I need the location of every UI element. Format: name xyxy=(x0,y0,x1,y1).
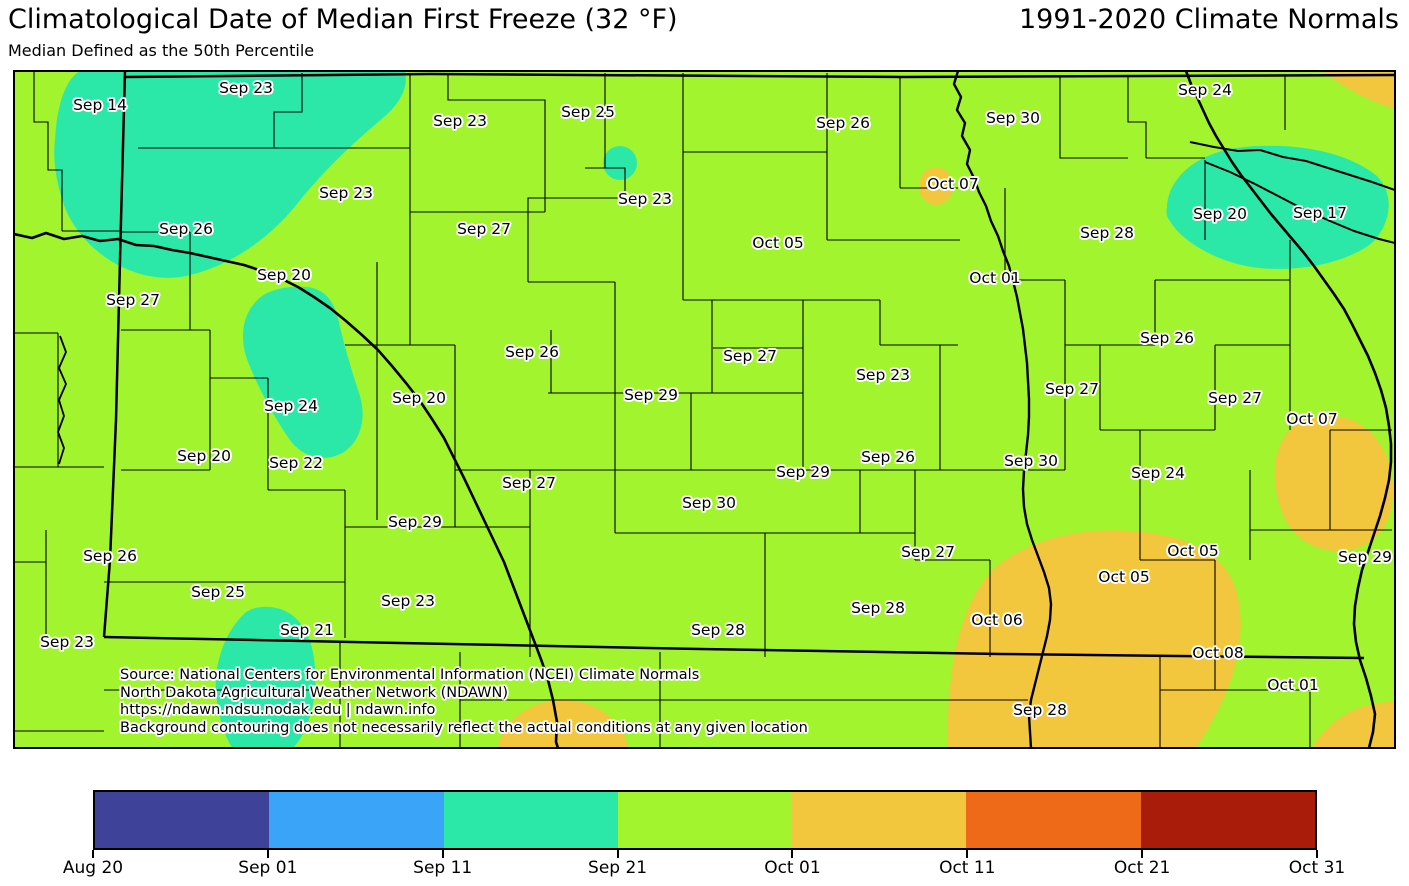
map-date-label: Sep 25 xyxy=(191,583,245,601)
map-date-label: Sep 14 xyxy=(73,96,127,114)
colorbar-segment xyxy=(617,792,793,848)
map-date-label: Sep 27 xyxy=(723,347,777,365)
colorbar-tick xyxy=(92,850,94,858)
map-date-label: Oct 06 xyxy=(971,611,1023,629)
colorbar-tick xyxy=(966,850,969,858)
colorbar-segment xyxy=(792,792,967,848)
map-date-label: Sep 26 xyxy=(1140,329,1194,347)
normals-title: 1991-2020 Climate Normals xyxy=(1019,4,1399,35)
map-date-label: Sep 20 xyxy=(1193,205,1247,223)
colorbar-tick xyxy=(791,850,794,858)
map-date-label: Sep 30 xyxy=(986,109,1040,127)
colorbar-tick-label: Sep 01 xyxy=(238,858,298,878)
missouri-river xyxy=(14,231,560,748)
colorbar-tick xyxy=(441,850,444,858)
map-date-label: Sep 23 xyxy=(219,79,273,97)
map-date-label: Sep 27 xyxy=(1208,389,1262,407)
map-source-text: Source: National Centers for Environment… xyxy=(120,667,808,737)
colorbar-segment xyxy=(1140,792,1315,848)
colorbar-tick xyxy=(1141,850,1144,858)
map-frame xyxy=(13,70,1396,749)
colorbar-segment xyxy=(95,792,270,848)
state-borders xyxy=(102,71,1395,660)
late-freeze-orange-contours xyxy=(497,71,1395,748)
page-title: Climatological Date of Median First Free… xyxy=(8,4,678,35)
colorbar-segment xyxy=(443,792,618,848)
map-date-label: Sep 27 xyxy=(106,291,160,309)
source-line: Background contouring does not necessari… xyxy=(120,719,808,736)
freeze-map xyxy=(13,70,1396,749)
map-date-label: Sep 27 xyxy=(901,543,955,561)
map-date-label: Oct 05 xyxy=(1098,568,1150,586)
source-line: https://ndawn.ndsu.nodak.edu | ndawn.inf… xyxy=(120,702,436,719)
map-date-label: Sep 23 xyxy=(40,633,94,651)
colorbar-tick-label: Oct 01 xyxy=(764,858,821,878)
map-date-label: Sep 23 xyxy=(618,190,672,208)
page-subtitle: Median Defined as the 50th Percentile xyxy=(8,41,315,60)
map-date-label: Sep 26 xyxy=(816,114,870,132)
park-river xyxy=(1204,161,1395,244)
map-date-label: Sep 27 xyxy=(1045,380,1099,398)
map-date-label: Sep 26 xyxy=(861,448,915,466)
map-label-layer: Sep 14 Sep 23 Sep 23 Sep 25 Sep 26 Sep 30 Sep … xyxy=(40,79,1392,719)
colorbar-segment xyxy=(966,792,1141,848)
map-date-label: Sep 27 xyxy=(457,220,511,238)
map-date-label: Sep 28 xyxy=(851,599,905,617)
map-date-label: Sep 24 xyxy=(1131,464,1185,482)
map-date-label: Sep 23 xyxy=(319,184,373,202)
map-date-label: Sep 30 xyxy=(1004,452,1058,470)
colorbar-tick xyxy=(616,850,619,858)
map-date-label: Sep 23 xyxy=(856,366,910,384)
map-date-label: Oct 07 xyxy=(927,175,979,193)
map-date-label: Sep 28 xyxy=(1080,224,1134,242)
colorbar-tick-label: Oct 31 xyxy=(1288,858,1346,878)
map-date-label: Oct 01 xyxy=(969,269,1021,287)
map-date-label: Oct 01 xyxy=(1267,676,1319,694)
map-date-label: Sep 28 xyxy=(1013,701,1067,719)
source-line: Source: National Centers for Environment… xyxy=(120,667,700,683)
map-date-label: Oct 05 xyxy=(752,234,804,252)
map-date-label: Sep 26 xyxy=(83,547,137,565)
colorbar-tick-label: Aug 20 xyxy=(62,858,124,878)
colorbar-tick xyxy=(1316,850,1318,858)
map-date-label: Oct 05 xyxy=(1167,542,1219,560)
map-date-label: Sep 23 xyxy=(433,112,487,130)
map-date-label: Oct 08 xyxy=(1192,644,1244,662)
map-date-label: Sep 25 xyxy=(561,103,615,121)
map-date-label: Sep 20 xyxy=(257,266,311,284)
map-date-label: Sep 26 xyxy=(159,220,213,238)
map-date-label: Sep 29 xyxy=(776,463,830,481)
colorbar-tick-label: Sep 21 xyxy=(588,858,648,878)
red-river-border xyxy=(1184,71,1393,748)
map-date-label: Sep 24 xyxy=(264,397,318,415)
map-date-label: Sep 26 xyxy=(505,343,559,361)
map-date-label: Sep 24 xyxy=(1178,81,1232,99)
map-date-label: Sep 20 xyxy=(177,447,231,465)
map-date-label: Sep 23 xyxy=(381,592,435,610)
map-date-label: Sep 29 xyxy=(388,513,442,531)
map-date-label: Sep 17 xyxy=(1293,204,1347,222)
map-date-label: Sep 29 xyxy=(624,386,678,404)
colorbar xyxy=(93,790,1317,850)
map-date-label: Sep 27 xyxy=(502,474,556,492)
colorbar-tick-label: Oct 11 xyxy=(939,858,996,878)
pembina-river xyxy=(1189,141,1395,191)
colorbar-segment xyxy=(269,792,444,848)
james-river xyxy=(952,71,1053,748)
county-boundaries xyxy=(14,71,1392,748)
map-date-label: Sep 20 xyxy=(392,389,446,407)
map-date-label: Sep 21 xyxy=(280,621,334,639)
little-missouri-river xyxy=(57,335,67,465)
map-date-label: Sep 29 xyxy=(1338,548,1392,566)
map-date-label: Sep 30 xyxy=(682,494,736,512)
map-date-label: Oct 07 xyxy=(1286,410,1338,428)
colorbar-tick-label: Sep 11 xyxy=(413,858,473,878)
map-date-label: Sep 28 xyxy=(691,621,745,639)
map-date-label: Sep 22 xyxy=(269,454,323,472)
source-line: North Dakota Agricultural Weather Networ… xyxy=(120,684,509,701)
colorbar-tick xyxy=(266,850,269,858)
early-freeze-teal-contours xyxy=(54,71,1389,748)
colorbar-tick-label: Oct 21 xyxy=(1113,858,1171,878)
